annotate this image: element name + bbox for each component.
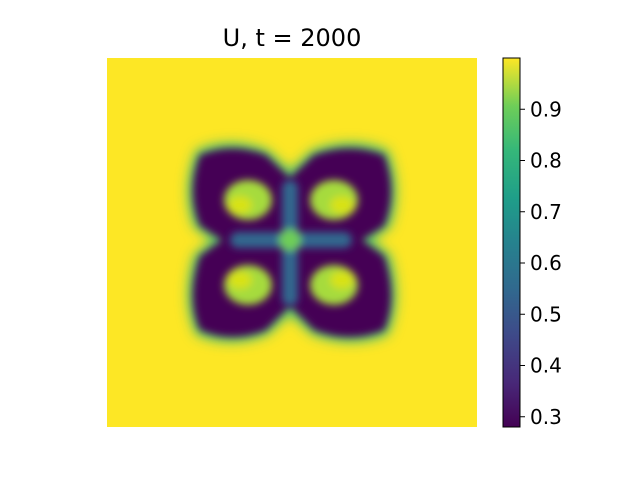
colorbar-tick-label-3: 0.6 [530, 251, 562, 275]
colorbar-gradient [502, 57, 521, 428]
colorbar-tick-label-5: 0.8 [530, 149, 562, 173]
colorbar-ticks: 0.3 0.4 0.5 0.6 0.7 0.8 0.9 [520, 97, 562, 429]
colorbar-tick-label-6: 0.9 [530, 97, 562, 121]
colorbar: 0.3 0.4 0.5 0.6 0.7 0.8 0.9 [502, 57, 562, 429]
colorbar-tick-label-1: 0.4 [530, 354, 562, 378]
colorbar-tick-label-0: 0.3 [530, 405, 562, 429]
heatmap-center-cross [230, 180, 352, 306]
chart-title: U, t = 2000 [222, 24, 362, 52]
colorbar-tick-label-2: 0.5 [530, 302, 562, 326]
heatmap [107, 58, 477, 427]
colorbar-tick-label-4: 0.7 [530, 200, 562, 224]
heatmap-inner-lobes [224, 180, 358, 305]
